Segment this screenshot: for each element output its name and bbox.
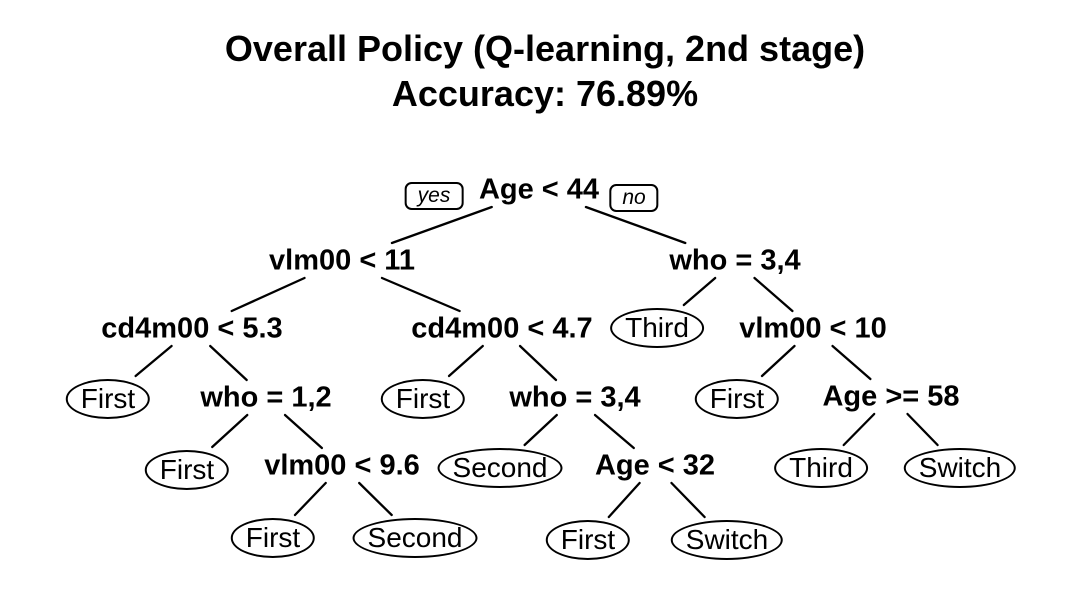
branch-line xyxy=(670,481,706,519)
branch-line xyxy=(518,344,558,382)
split-node: vlm00 < 10 xyxy=(739,312,887,345)
split-node: who = 3,4 xyxy=(509,381,641,414)
branch-line xyxy=(831,344,872,381)
leaf-node: First xyxy=(380,379,466,419)
split-node: vlm00 < 11 xyxy=(269,244,415,277)
leaf-node: First xyxy=(545,520,631,560)
branch-line xyxy=(230,276,306,313)
split-node: Age < 44 xyxy=(478,173,600,206)
branch-line xyxy=(390,205,493,245)
split-node: Age < 32 xyxy=(594,449,716,482)
split-node: who = 3,4 xyxy=(669,244,801,277)
split-node: Age >= 58 xyxy=(822,380,960,413)
leaf-node: Third xyxy=(774,448,868,488)
branch-line xyxy=(593,413,635,450)
branch-line xyxy=(380,276,461,313)
split-node: who = 1,2 xyxy=(200,381,332,414)
no-branch-label: no xyxy=(609,184,659,212)
branch-line xyxy=(134,344,173,378)
leaf-node: Second xyxy=(437,448,563,488)
branch-line xyxy=(209,344,248,382)
leaf-node: Switch xyxy=(903,448,1017,488)
title-line: Overall Policy (Q-learning, 2nd stage) xyxy=(224,28,866,69)
split-node: cd4m00 < 4.7 xyxy=(411,312,593,345)
branch-line xyxy=(760,344,796,378)
branch-line xyxy=(293,481,327,517)
split-node: vlm00 < 9.6 xyxy=(264,449,420,482)
branch-line xyxy=(358,481,393,517)
accuracy-line: Accuracy: 76.89% xyxy=(391,73,699,114)
leaf-node: First xyxy=(65,379,151,419)
split-node: cd4m00 < 5.3 xyxy=(101,312,283,345)
leaf-node: First xyxy=(694,379,780,419)
branch-line xyxy=(682,276,717,307)
branch-line xyxy=(584,205,687,245)
branch-line xyxy=(523,413,558,447)
leaf-node: Second xyxy=(352,518,478,558)
branch-line xyxy=(753,276,794,313)
leaf-node: Switch xyxy=(670,520,784,560)
branch-line xyxy=(447,344,484,378)
yes-branch-label: yes xyxy=(404,182,464,210)
branch-line xyxy=(211,413,249,449)
branch-line xyxy=(283,413,324,450)
figure-title: Overall Policy (Q-learning, 2nd stage) A… xyxy=(0,26,1090,116)
leaf-node: First xyxy=(144,450,230,490)
branch-line xyxy=(607,481,641,519)
leaf-node: Third xyxy=(610,308,704,348)
leaf-node: First xyxy=(230,518,316,558)
branch-line xyxy=(906,412,939,447)
branch-line xyxy=(842,412,876,447)
